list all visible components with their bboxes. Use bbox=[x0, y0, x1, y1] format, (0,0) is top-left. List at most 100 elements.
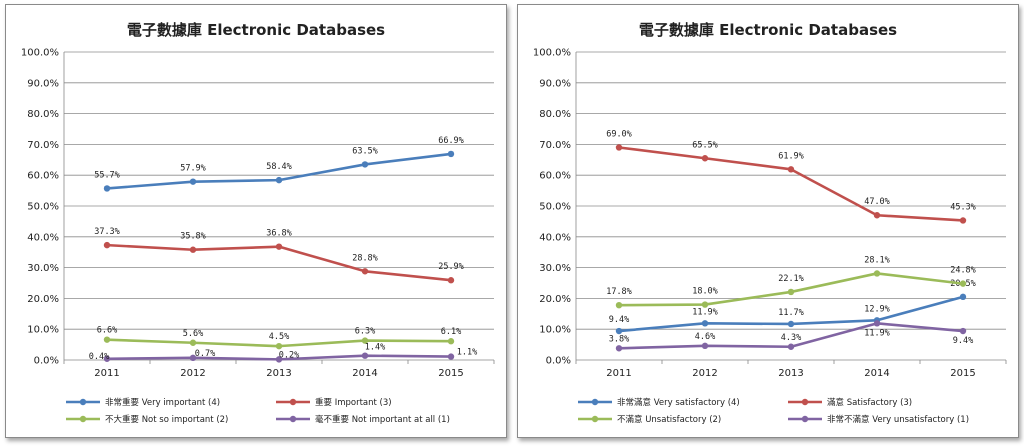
data-point bbox=[447, 150, 455, 158]
y-tick-label: 80.0% bbox=[539, 109, 571, 120]
data-label: 28.8% bbox=[352, 253, 378, 263]
data-point bbox=[615, 144, 623, 151]
data-point bbox=[959, 217, 967, 224]
data-label: 45.3% bbox=[950, 202, 976, 212]
y-tick-label: 0.0% bbox=[34, 356, 59, 367]
y-tick-label: 90.0% bbox=[539, 78, 571, 89]
legend-marker bbox=[591, 415, 599, 423]
series-line bbox=[106, 243, 452, 282]
data-point bbox=[103, 241, 111, 249]
data-label: 0.7% bbox=[195, 349, 215, 359]
legend-marker bbox=[79, 415, 87, 423]
y-tick-label: 30.0% bbox=[539, 263, 571, 274]
data-label: 1.4% bbox=[365, 343, 385, 353]
data-label: 55.7% bbox=[94, 170, 120, 180]
legend-label: 非常滿意 Very satisfactory (4) bbox=[617, 397, 740, 408]
data-point bbox=[701, 342, 709, 350]
data-label: 5.6% bbox=[183, 329, 203, 339]
data-label: 6.3% bbox=[355, 327, 375, 337]
y-tick-label: 20.0% bbox=[27, 294, 59, 305]
legend-label: 不大重要 Not so important (2) bbox=[105, 414, 228, 425]
data-point bbox=[275, 356, 283, 363]
data-point bbox=[103, 185, 111, 192]
data-point bbox=[873, 212, 881, 219]
data-point bbox=[787, 288, 795, 296]
data-label: 57.9% bbox=[180, 164, 206, 174]
data-point bbox=[189, 246, 197, 253]
data-point bbox=[361, 337, 369, 344]
legend-marker bbox=[801, 398, 809, 406]
x-tick-label: 2012 bbox=[180, 368, 205, 379]
data-label: 66.9% bbox=[438, 136, 464, 146]
legend-marker bbox=[591, 398, 599, 406]
y-tick-label: 50.0% bbox=[539, 202, 571, 213]
y-tick-label: 80.0% bbox=[27, 109, 59, 120]
data-point bbox=[361, 161, 369, 168]
data-label: 4.6% bbox=[695, 332, 715, 342]
x-tick-label: 2013 bbox=[266, 368, 291, 379]
data-point bbox=[275, 243, 283, 250]
data-label: 17.8% bbox=[606, 287, 632, 297]
y-tick-label: 70.0% bbox=[27, 140, 59, 151]
data-label: 11.9% bbox=[692, 307, 718, 317]
y-tick-label: 40.0% bbox=[27, 232, 59, 243]
data-point bbox=[189, 339, 197, 346]
data-point bbox=[361, 352, 369, 359]
y-tick-label: 70.0% bbox=[539, 140, 571, 151]
data-point bbox=[873, 270, 881, 277]
data-label: 9.4% bbox=[953, 336, 973, 346]
x-tick-label: 2014 bbox=[864, 368, 889, 379]
x-tick-label: 2014 bbox=[352, 368, 377, 379]
data-point bbox=[787, 166, 795, 173]
data-point bbox=[615, 345, 623, 352]
x-tick-label: 2011 bbox=[94, 368, 119, 379]
data-label: 58.4% bbox=[266, 162, 292, 172]
data-label: 4.3% bbox=[781, 333, 801, 343]
data-label: 3.8% bbox=[609, 334, 629, 344]
legend-label: 滿意 Satisfactory (3) bbox=[827, 397, 912, 408]
x-tick-label: 2015 bbox=[438, 368, 463, 379]
data-point bbox=[615, 301, 623, 309]
data-label: 22.1% bbox=[778, 274, 804, 284]
y-tick-label: 60.0% bbox=[27, 171, 59, 182]
data-point bbox=[787, 320, 795, 328]
data-point bbox=[701, 320, 709, 327]
data-point bbox=[189, 178, 197, 185]
importance-line-chart: 電子數據庫 Electronic Databases 0.0% 10.0% 20.0%… bbox=[21, 21, 495, 425]
y-tick-label: 10.0% bbox=[539, 325, 571, 336]
data-label: 18.0% bbox=[692, 287, 718, 297]
data-point bbox=[873, 320, 881, 327]
data-point bbox=[275, 176, 283, 184]
data-label: 65.5% bbox=[692, 140, 718, 150]
data-label: 9.4% bbox=[609, 315, 629, 325]
chart-title: 電子數據庫 Electronic Databases bbox=[639, 21, 897, 39]
data-point bbox=[959, 293, 967, 301]
x-tick-label: 2013 bbox=[778, 368, 803, 379]
data-point bbox=[447, 338, 455, 345]
x-tick-label: 2011 bbox=[606, 368, 631, 379]
data-point bbox=[701, 301, 709, 308]
y-tick-label: 0.0% bbox=[546, 356, 571, 367]
data-label: 35.8% bbox=[180, 232, 206, 242]
data-label: 36.8% bbox=[266, 229, 292, 239]
data-label: 47.0% bbox=[864, 197, 890, 207]
chart-panel-importance: 電子數據庫 Electronic Databases 0.0% 10.0% 20.0%… bbox=[5, 4, 507, 438]
y-tick-label: 100.0% bbox=[533, 48, 571, 59]
data-label: 61.9% bbox=[778, 151, 804, 161]
data-point bbox=[959, 280, 967, 287]
y-tick-label: 40.0% bbox=[539, 232, 571, 243]
data-point bbox=[447, 353, 455, 360]
legend-label: 非常不滿意 Very unsatisfactory (1) bbox=[827, 414, 969, 425]
data-label: 0.4% bbox=[89, 352, 109, 362]
x-tick-label: 2015 bbox=[950, 368, 975, 379]
data-point bbox=[701, 155, 709, 162]
data-label: 25.9% bbox=[438, 262, 464, 272]
y-tick-label: 30.0% bbox=[27, 263, 59, 274]
chart-panel-satisfaction: 電子數據庫 Electronic Databases 0.0% 10.0% 20.0%… bbox=[517, 4, 1019, 438]
y-tick-label: 60.0% bbox=[539, 171, 571, 182]
y-tick-label: 10.0% bbox=[27, 325, 59, 336]
data-label: 11.9% bbox=[864, 328, 890, 338]
chart-title: 電子數據庫 Electronic Databases bbox=[127, 21, 385, 39]
data-point bbox=[959, 327, 967, 335]
legend-label: 毫不重要 Not important at all (1) bbox=[315, 414, 450, 425]
